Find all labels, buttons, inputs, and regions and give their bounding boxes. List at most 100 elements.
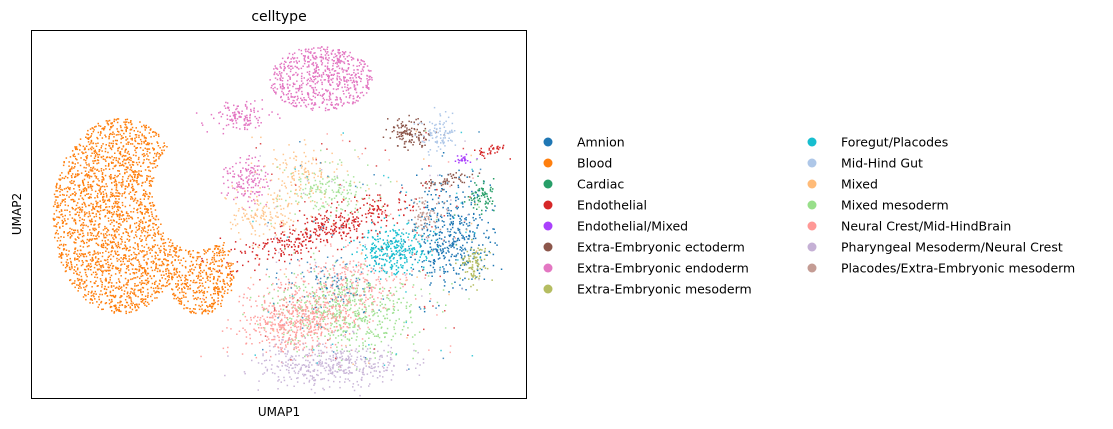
scatter-point (120, 243, 122, 245)
scatter-point (316, 309, 319, 312)
scatter-point (153, 228, 155, 231)
scatter-point (339, 325, 342, 327)
scatter-point (147, 155, 149, 157)
scatter-point (162, 146, 164, 148)
scatter-point (327, 81, 330, 83)
scatter-point (300, 75, 303, 77)
scatter-point (201, 122, 203, 124)
scatter-point (232, 119, 234, 121)
scatter-point (309, 327, 311, 330)
scatter-point (89, 215, 91, 217)
scatter-point (133, 277, 135, 279)
scatter-point (306, 269, 309, 272)
scatter-point (194, 292, 197, 294)
scatter-point (73, 272, 75, 274)
scatter-point (119, 151, 121, 153)
scatter-point (357, 325, 359, 327)
scatter-point (223, 257, 225, 260)
scatter-point (138, 225, 141, 228)
scatter-point (143, 193, 145, 195)
scatter-point (353, 97, 355, 100)
scatter-point (285, 61, 287, 63)
scatter-point (78, 274, 80, 276)
scatter-point (213, 268, 216, 271)
scatter-point (104, 227, 106, 230)
scatter-point (229, 265, 231, 267)
scatter-point (150, 261, 153, 263)
scatter-point (105, 227, 108, 229)
scatter-point (369, 294, 372, 296)
scatter-point (380, 269, 383, 272)
scatter-point (62, 225, 64, 227)
scatter-point (90, 167, 92, 169)
scatter-point (314, 78, 317, 80)
scatter-point (344, 58, 347, 60)
scatter-point (122, 136, 124, 139)
scatter-point (131, 258, 134, 260)
scatter-point (388, 275, 391, 278)
scatter-point (276, 328, 278, 331)
scatter-point (91, 133, 93, 135)
scatter-point (202, 310, 205, 313)
scatter-point (152, 226, 154, 229)
scatter-point (313, 318, 316, 320)
scatter-point (233, 277, 235, 279)
scatter-point (345, 89, 348, 92)
scatter-point (73, 220, 75, 222)
scatter-point (317, 301, 320, 303)
scatter-point (149, 184, 152, 186)
scatter-point (249, 333, 251, 336)
scatter-point (116, 268, 118, 270)
scatter-point (280, 349, 283, 351)
scatter-point (302, 283, 305, 286)
scatter-point (367, 298, 369, 300)
scatter-point (104, 134, 106, 136)
scatter-point (170, 245, 172, 248)
scatter-point (362, 86, 364, 89)
scatter-point (140, 165, 142, 167)
scatter-point (359, 303, 361, 305)
scatter-point (374, 328, 377, 331)
scatter-point (311, 331, 313, 333)
scatter-point (357, 284, 359, 287)
scatter-point (146, 193, 148, 196)
scatter-point (368, 359, 371, 362)
scatter-point (303, 346, 306, 349)
scatter-point (101, 281, 103, 284)
scatter-point (336, 97, 338, 99)
scatter-point (353, 81, 355, 83)
scatter-point (342, 331, 344, 333)
scatter-point (250, 305, 252, 308)
scatter-point (299, 322, 301, 324)
scatter-point (313, 333, 316, 335)
scatter-point (148, 220, 150, 222)
scatter-point (171, 242, 174, 245)
scatter-point (62, 221, 64, 223)
scatter-point (257, 177, 259, 179)
scatter-point (392, 300, 395, 302)
scatter-point (308, 331, 311, 333)
scatter-point (111, 182, 113, 184)
scatter-point (281, 326, 283, 328)
scatter-point (366, 74, 368, 77)
scatter-point (335, 55, 337, 58)
scatter-point (277, 346, 279, 348)
scatter-point (363, 263, 365, 265)
scatter-point (114, 184, 116, 187)
scatter-point (93, 208, 96, 210)
scatter-point (256, 169, 259, 171)
scatter-point (141, 250, 144, 252)
scatter-point (137, 248, 139, 250)
scatter-point (315, 291, 318, 293)
scatter-point (328, 69, 331, 72)
scatter-point (108, 119, 111, 122)
scatter-point (160, 245, 162, 248)
scatter-point (301, 319, 303, 322)
scatter-point (113, 165, 116, 168)
scatter-point (130, 287, 133, 290)
scatter-point (124, 196, 127, 199)
scatter-point (125, 228, 128, 231)
scatter-point (134, 294, 137, 296)
scatter-point (113, 238, 115, 241)
scatter-point (168, 278, 170, 281)
